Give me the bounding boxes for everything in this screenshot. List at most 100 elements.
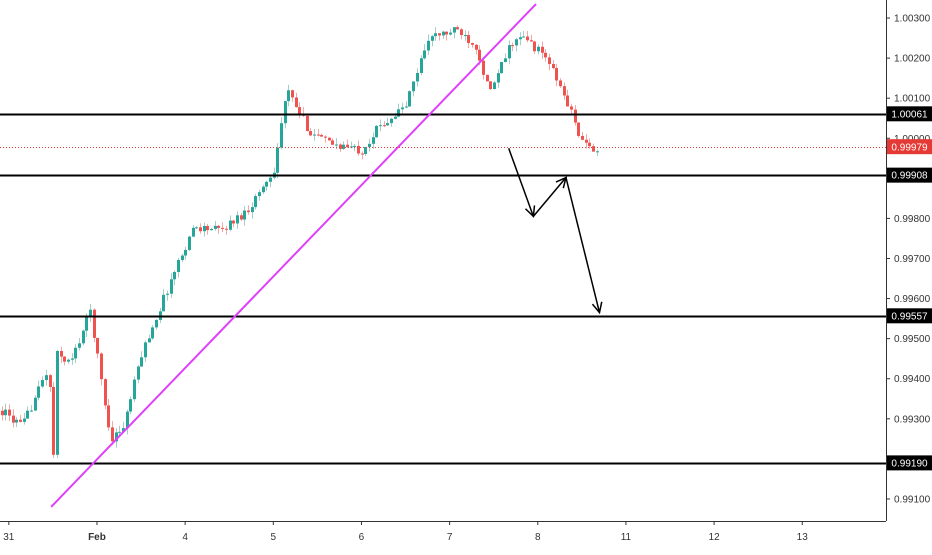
candle-body (588, 142, 591, 147)
candle-body (298, 107, 301, 114)
candle-body (471, 43, 474, 45)
candle-body (390, 118, 393, 124)
price-tick-label: 1.00200 (894, 54, 931, 65)
candle-body (445, 31, 448, 35)
candle-body (342, 144, 345, 149)
candle-body (511, 45, 514, 47)
projection-segment[interactable] (507, 148, 535, 217)
candle-body (361, 153, 364, 155)
candle-body (49, 375, 52, 387)
candle-body (111, 427, 114, 442)
candle-body (438, 33, 441, 36)
candle-body (596, 151, 599, 153)
candle-body (115, 432, 118, 442)
candle-body (353, 145, 356, 147)
candle-body (258, 192, 261, 197)
candle-body (89, 309, 92, 317)
time-tick-label: 12 (709, 532, 721, 543)
level-price-label: 0.99557 (891, 311, 928, 322)
candle-body (453, 27, 456, 33)
time-tick-label: 31 (3, 532, 15, 543)
candle-body (184, 249, 187, 256)
candle-body (570, 106, 573, 110)
level-price-label: 0.99190 (891, 458, 928, 469)
candle-body (574, 109, 577, 123)
price-tick-label: 0.99600 (894, 294, 931, 305)
price-tick-label: 1.00300 (894, 14, 931, 25)
candle-body (386, 123, 389, 126)
time-tick-label: Feb (88, 532, 106, 543)
time-tick-label: 6 (359, 532, 365, 543)
candle-body (26, 410, 29, 419)
candle-body (188, 236, 191, 250)
candle-body (23, 418, 26, 422)
candle-body (412, 81, 415, 92)
candle-body (140, 357, 143, 367)
candle-body (4, 409, 7, 416)
current-price-label-bg (887, 139, 932, 155)
level-price-label: 0.99908 (891, 171, 928, 182)
time-axis[interactable]: 31 Feb 4 5 6 7 8 11 12 13 (3, 521, 808, 543)
candle-body (541, 46, 544, 53)
candle-body (346, 144, 349, 148)
price-tick-label: 0.99800 (894, 214, 931, 225)
projection-segment[interactable] (532, 177, 567, 217)
candle-body (210, 228, 213, 231)
candle-body (339, 144, 342, 149)
candle-body (372, 137, 375, 144)
candle-body (265, 181, 268, 187)
candle-body (19, 419, 22, 422)
candle-body (52, 386, 55, 455)
candle-body (166, 293, 169, 295)
candle-body (251, 207, 254, 213)
candle-body (63, 356, 66, 362)
price-tick-label: 0.99100 (894, 494, 931, 505)
candle-body (60, 351, 63, 357)
candle-body (74, 347, 77, 359)
time-tick-label: 11 (621, 532, 632, 543)
candle-body (206, 225, 209, 231)
time-tick-label: 13 (797, 532, 809, 543)
candle-body (287, 90, 290, 102)
candle-body (262, 186, 265, 193)
candle-body (320, 134, 323, 137)
projection-segment[interactable] (565, 177, 601, 313)
candle-body (129, 399, 132, 412)
price-axis[interactable]: 0.991000.992000.993000.994000.995000.996… (886, 14, 932, 506)
candle-body (464, 35, 467, 37)
candle-body (144, 342, 147, 358)
candle-body (284, 101, 287, 124)
candle-body (585, 139, 588, 143)
price-tick-label: 0.99500 (894, 334, 931, 345)
candle-body (148, 338, 151, 343)
price-tick-label: 0.99400 (894, 374, 931, 385)
candle-body (397, 109, 400, 117)
candle-body (489, 81, 492, 90)
candle-body (460, 29, 463, 36)
candle-body (170, 279, 173, 294)
candle-body (225, 228, 228, 230)
plot-background (0, 0, 886, 521)
candle-body (243, 210, 246, 220)
candle-body (162, 294, 165, 312)
candle-body (195, 227, 198, 229)
candle-body (508, 45, 511, 59)
candle-body (456, 27, 459, 30)
candle-body (405, 106, 408, 108)
candle-body (497, 73, 500, 83)
candle-body (173, 271, 176, 280)
candle-body (563, 86, 566, 96)
level-price-label-bg (887, 455, 932, 471)
time-tick-label: 5 (271, 532, 277, 543)
candle-body (126, 411, 129, 429)
candle-body (221, 227, 224, 229)
candle-body (214, 225, 217, 229)
candle-body (533, 41, 536, 52)
candle-body (232, 220, 235, 224)
candle-body (555, 68, 558, 81)
candle-body (364, 147, 367, 154)
trendline[interactable] (50, 3, 537, 508)
candle-body (566, 95, 569, 107)
